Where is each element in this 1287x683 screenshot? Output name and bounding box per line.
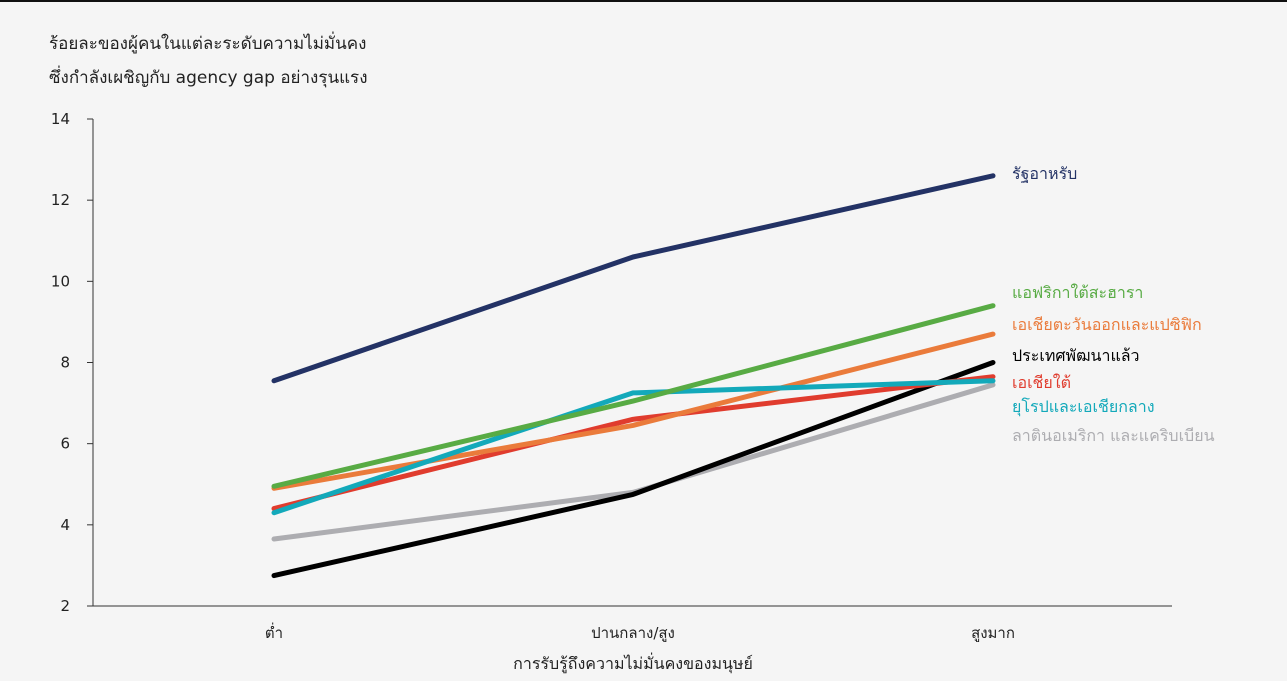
series-lines	[271, 173, 996, 579]
series-4-label: เอเชียใต้	[1012, 373, 1071, 392]
y-tick-label: 2	[60, 597, 70, 615]
series-2-label: เอเชียตะวันออกและแปซิฟิก	[1012, 315, 1202, 334]
series-1-line	[271, 303, 996, 489]
y-tick-label: 12	[51, 191, 70, 209]
x-axis: ต่ำ ปานกลาง/สูง สูงมากการรับรู้ถึงความไม่ม…	[93, 605, 1172, 674]
series-6-label: ลาตินอเมริกา และแคริบเบียน	[1012, 426, 1215, 445]
series-labels: รัฐอาหรับแอฟริกาใต้สะฮาราเอเชียตะวันออกแ…	[1012, 164, 1215, 445]
series-5-line	[271, 378, 996, 516]
chart-title-line-1: ร้อยละของผู้คนในแต่ละระดับความไม่มั่นคง	[49, 34, 367, 54]
y-axis: 2 4 6 8 10 12 14	[51, 110, 94, 615]
y-tick-label: 8	[60, 354, 70, 372]
series-0-label: รัฐอาหรับ	[1012, 164, 1077, 183]
y-tick-label: 14	[51, 110, 70, 128]
y-tick-label: 10	[51, 272, 70, 290]
series-3-line	[271, 360, 996, 579]
series-2-line	[271, 331, 996, 491]
chart-title-line-2: ซึ่งกำลังเผชิญกับ agency gap อย่างรุนแรง	[49, 68, 368, 88]
x-axis-title: การรับรู้ถึงความไม่มั่นคงของมนุษย์	[513, 652, 753, 674]
y-tick-label: 6	[60, 435, 70, 453]
x-tick-label: สูงมาก	[971, 624, 1015, 642]
series-5-label: ยุโรปและเอเชียกลาง	[1012, 397, 1155, 417]
series-1-label: แอฟริกาใต้สะฮารา	[1012, 283, 1143, 302]
series-3-label: ประเทศพัฒนาแล้ว	[1012, 346, 1140, 365]
x-tick-label: ปานกลาง/สูง	[591, 624, 675, 642]
series-0-line	[271, 173, 996, 384]
x-tick-label: ต่ำ	[265, 622, 283, 642]
series-4-line	[271, 374, 996, 512]
y-tick-label: 4	[60, 516, 70, 534]
